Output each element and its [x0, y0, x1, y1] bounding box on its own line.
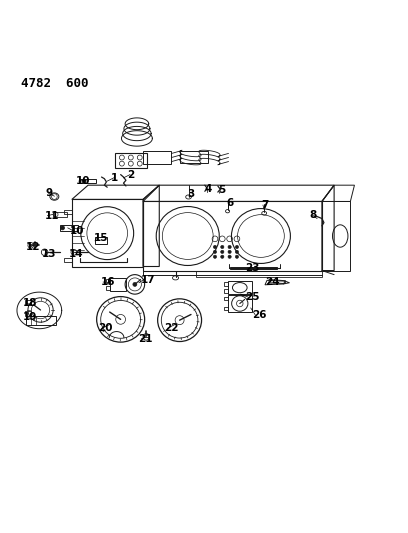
- Text: 22: 22: [164, 324, 179, 333]
- Text: 6: 6: [226, 198, 234, 208]
- Circle shape: [228, 250, 231, 254]
- Circle shape: [235, 245, 239, 248]
- Text: 26: 26: [252, 310, 266, 320]
- Text: 20: 20: [98, 324, 113, 333]
- Text: 1: 1: [111, 173, 118, 183]
- Circle shape: [82, 179, 86, 183]
- Text: 11: 11: [44, 211, 59, 221]
- Text: 14: 14: [69, 249, 84, 259]
- Text: 25: 25: [245, 292, 259, 302]
- Circle shape: [213, 255, 217, 259]
- Circle shape: [221, 250, 224, 254]
- Text: 15: 15: [93, 232, 108, 243]
- Circle shape: [221, 245, 224, 248]
- Circle shape: [221, 255, 224, 259]
- Text: 17: 17: [141, 274, 155, 285]
- Text: 24: 24: [265, 277, 279, 287]
- Text: 18: 18: [23, 298, 38, 308]
- Text: 13: 13: [41, 249, 56, 259]
- Circle shape: [60, 226, 64, 230]
- Text: 16: 16: [100, 277, 115, 287]
- Circle shape: [213, 250, 217, 254]
- Text: 9: 9: [45, 188, 53, 198]
- Text: 10: 10: [76, 176, 91, 186]
- Circle shape: [235, 250, 239, 254]
- Text: 12: 12: [26, 243, 41, 253]
- Circle shape: [235, 255, 239, 259]
- Text: 3: 3: [188, 189, 195, 199]
- Text: 7: 7: [261, 200, 268, 210]
- Circle shape: [213, 245, 217, 248]
- Text: 21: 21: [138, 334, 153, 344]
- Text: 23: 23: [245, 263, 259, 273]
- Circle shape: [228, 245, 231, 248]
- Text: 10: 10: [70, 225, 84, 236]
- Circle shape: [133, 282, 137, 286]
- Text: 2: 2: [127, 169, 134, 180]
- Text: 4782  600: 4782 600: [21, 77, 89, 91]
- Text: 4: 4: [205, 184, 212, 194]
- Text: 19: 19: [23, 312, 38, 322]
- Text: 8: 8: [310, 210, 317, 220]
- Text: 5: 5: [218, 185, 226, 195]
- Circle shape: [228, 255, 231, 259]
